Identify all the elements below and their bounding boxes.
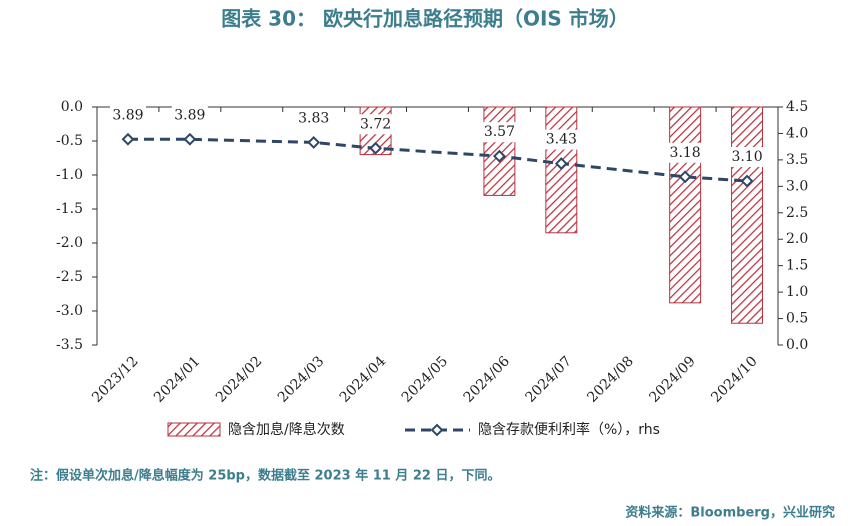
legend-label: 隐含加息/降息次数	[228, 421, 345, 438]
bar	[731, 106, 764, 324]
y-tick-label: -3.5	[56, 337, 83, 353]
y2-tick-label: 0.0	[786, 337, 808, 353]
marker	[369, 141, 383, 155]
y2-tick-label: 1.0	[786, 284, 808, 300]
x-tick-label: 2024/08	[584, 353, 636, 405]
chart-title: 图表 30： 欧央行加息路径预期（OIS 市场）	[221, 7, 629, 31]
label-bg	[171, 105, 208, 126]
x-tick-label: 2024/04	[337, 353, 390, 406]
data-label: 3.43	[546, 132, 577, 148]
data-label: 3.83	[298, 110, 329, 126]
y2-tick-label: 4.5	[786, 99, 808, 115]
data-label: 3.10	[731, 149, 762, 165]
label-bg	[543, 129, 580, 150]
x-tick-label: 2024/09	[646, 353, 698, 405]
marker	[678, 170, 692, 184]
line	[127, 137, 748, 183]
x-tick-label: 2024/07	[523, 353, 575, 405]
data-label: 3.18	[670, 145, 701, 161]
y-tick-label: 0.0	[61, 99, 83, 115]
source: 资料来源：Bloomberg，兴业研究	[625, 505, 835, 521]
x-tick-label: 2024/01	[151, 353, 203, 405]
label-bg	[481, 122, 518, 143]
y-tick-label: -2.5	[56, 269, 83, 285]
y-tick-label: -1.0	[56, 167, 83, 183]
data-label: 3.72	[360, 116, 391, 132]
x-tick-label: 2024/06	[461, 353, 514, 406]
label-bg	[295, 108, 332, 129]
marker	[183, 132, 197, 146]
data-label: 3.89	[112, 107, 143, 123]
data-label: 3.57	[484, 124, 515, 140]
y-tick-label: -3.0	[56, 303, 83, 319]
legend-swatch	[167, 422, 221, 437]
legend-label: 隐含存款便利利率（%），rhs	[478, 421, 660, 438]
y2-tick-label: 0.5	[786, 311, 808, 327]
marker	[121, 132, 135, 146]
y2-tick-label: 1.5	[786, 258, 808, 274]
y-tick-label: -1.5	[56, 201, 83, 217]
y-tick-label: -0.5	[56, 133, 83, 149]
y-tick-label: -2.0	[56, 235, 83, 251]
marker	[554, 157, 568, 171]
y2-tick-label: 2.5	[786, 205, 808, 221]
y2-tick-label: 3.0	[786, 178, 808, 194]
data-label: 3.89	[174, 107, 205, 123]
bar	[669, 106, 702, 304]
note: 注：假设单次加息/降息幅度为 25bp，数据截至 2023 年 11 月 22 …	[30, 468, 501, 484]
x-tick-label: 2024/05	[399, 353, 451, 405]
label-bg	[667, 142, 704, 163]
marker	[740, 174, 754, 188]
label-bg	[109, 105, 146, 126]
x-tick-label: 2024/03	[275, 353, 327, 405]
y2-tick-label: 3.5	[786, 152, 808, 168]
y2-tick-label: 2.0	[786, 231, 808, 247]
y2-tick-label: 4.0	[786, 125, 808, 141]
x-tick-label: 2023/12	[89, 353, 141, 405]
marker	[307, 136, 321, 149]
x-tick-label: 2024/10	[708, 353, 760, 405]
label-bg	[357, 114, 394, 135]
label-bg	[729, 147, 766, 168]
x-tick-label: 2024/02	[213, 353, 265, 405]
marker	[492, 149, 506, 163]
legend-marker	[430, 423, 444, 437]
